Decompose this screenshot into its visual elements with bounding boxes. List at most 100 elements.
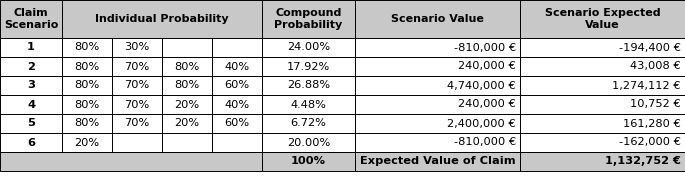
Text: 80%: 80% [75, 61, 99, 72]
Text: 4.48%: 4.48% [290, 100, 327, 109]
Bar [112, 38, 162, 57]
Bar [355, 38, 520, 57]
Bar [62, 114, 112, 133]
Bar [112, 57, 162, 76]
Text: -162,000 €: -162,000 € [619, 137, 681, 148]
Bar [0, 133, 62, 152]
Text: 4,740,000 €: 4,740,000 € [447, 81, 516, 91]
Bar [162, 133, 212, 152]
Text: 10,752 €: 10,752 € [630, 100, 681, 109]
Bar [162, 38, 212, 57]
Text: 60%: 60% [225, 81, 249, 91]
Bar [262, 76, 355, 95]
Bar [0, 76, 62, 95]
Text: 24.00%: 24.00% [287, 43, 330, 52]
Bar [520, 152, 685, 171]
Text: Scenario Expected
Value: Scenario Expected Value [545, 8, 660, 30]
Bar [62, 133, 112, 152]
Bar [0, 114, 62, 133]
Bar [0, 95, 62, 114]
Text: 70%: 70% [125, 61, 149, 72]
Text: 80%: 80% [75, 100, 99, 109]
Bar [355, 114, 520, 133]
Bar [212, 76, 262, 95]
Bar [0, 152, 262, 171]
Text: 161,280 €: 161,280 € [623, 118, 681, 128]
Bar [212, 57, 262, 76]
Bar [112, 95, 162, 114]
Text: 70%: 70% [125, 118, 149, 128]
Text: 60%: 60% [225, 118, 249, 128]
Bar [162, 114, 212, 133]
Bar [520, 57, 685, 76]
Text: 2: 2 [27, 61, 35, 72]
Text: 240,000 €: 240,000 € [458, 61, 516, 72]
Bar [520, 133, 685, 152]
Text: 70%: 70% [125, 100, 149, 109]
Text: 100%: 100% [291, 157, 326, 167]
Text: 6: 6 [27, 137, 35, 148]
Text: 3: 3 [27, 81, 35, 91]
Bar [162, 57, 212, 76]
Bar [262, 133, 355, 152]
Bar [520, 95, 685, 114]
Text: 26.88%: 26.88% [287, 81, 330, 91]
Bar [262, 0, 355, 38]
Text: 240,000 €: 240,000 € [458, 100, 516, 109]
Bar [262, 152, 355, 171]
Text: 2,400,000 €: 2,400,000 € [447, 118, 516, 128]
Text: Claim
Scenario: Claim Scenario [4, 8, 58, 30]
Text: Expected Value of Claim: Expected Value of Claim [360, 157, 515, 167]
Bar [212, 95, 262, 114]
Text: Scenario Value: Scenario Value [391, 14, 484, 24]
Text: 17.92%: 17.92% [287, 61, 330, 72]
Text: 1: 1 [27, 43, 35, 52]
Bar [112, 133, 162, 152]
Text: -810,000 €: -810,000 € [453, 137, 516, 148]
Text: 80%: 80% [75, 81, 99, 91]
Text: 6.72%: 6.72% [290, 118, 327, 128]
Bar [62, 0, 262, 38]
Text: 20.00%: 20.00% [287, 137, 330, 148]
Bar [162, 95, 212, 114]
Text: -194,400 €: -194,400 € [619, 43, 681, 52]
Text: 80%: 80% [175, 61, 199, 72]
Text: 1,132,752 €: 1,132,752 € [605, 157, 681, 167]
Text: 20%: 20% [175, 118, 199, 128]
Bar [212, 38, 262, 57]
Bar [355, 133, 520, 152]
Bar [262, 114, 355, 133]
Bar [262, 57, 355, 76]
Bar [355, 76, 520, 95]
Bar [62, 57, 112, 76]
Bar [212, 114, 262, 133]
Text: 43,008 €: 43,008 € [630, 61, 681, 72]
Bar [0, 38, 62, 57]
Bar [520, 76, 685, 95]
Bar [520, 38, 685, 57]
Bar [162, 76, 212, 95]
Bar [0, 0, 62, 38]
Text: Compound
Probability: Compound Probability [275, 8, 342, 30]
Bar [355, 57, 520, 76]
Text: 5: 5 [27, 118, 35, 128]
Bar [212, 133, 262, 152]
Text: 80%: 80% [75, 118, 99, 128]
Bar [262, 38, 355, 57]
Text: 1,274,112 €: 1,274,112 € [612, 81, 681, 91]
Bar [520, 0, 685, 38]
Text: 40%: 40% [225, 100, 249, 109]
Text: 30%: 30% [125, 43, 149, 52]
Text: 80%: 80% [175, 81, 199, 91]
Text: 20%: 20% [75, 137, 99, 148]
Bar [262, 95, 355, 114]
Bar [112, 114, 162, 133]
Bar [112, 76, 162, 95]
Text: -810,000 €: -810,000 € [453, 43, 516, 52]
Text: 80%: 80% [75, 43, 99, 52]
Text: Individual Probability: Individual Probability [95, 14, 229, 24]
Text: 4: 4 [27, 100, 35, 109]
Bar [62, 38, 112, 57]
Text: 40%: 40% [225, 61, 249, 72]
Bar [355, 152, 520, 171]
